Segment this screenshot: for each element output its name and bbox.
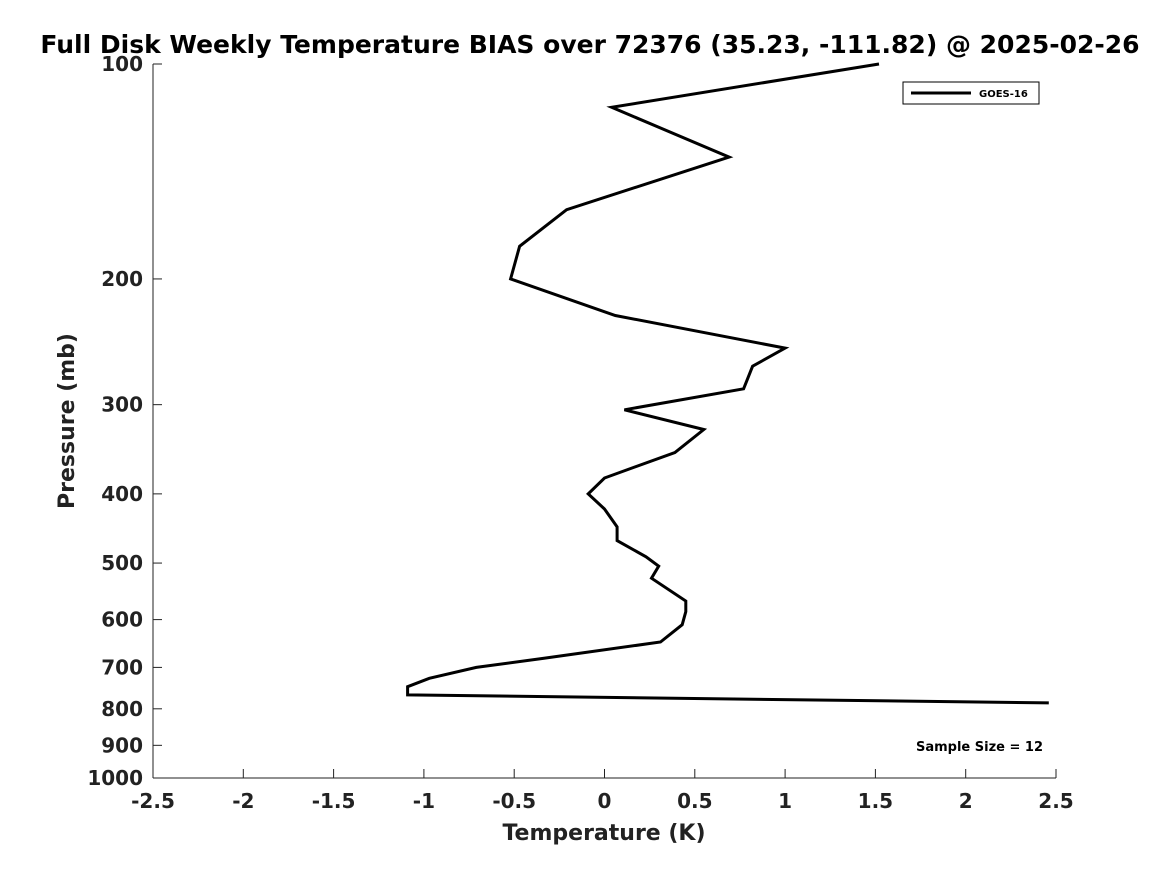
plot-area [152, 64, 1056, 779]
x-tick-label: 1.5 [858, 789, 893, 813]
x-tick-label: -2.5 [131, 789, 175, 813]
y-tick-label: 1000 [87, 766, 143, 790]
y-tick-label: 300 [101, 393, 143, 417]
x-tick-label: 0.5 [677, 789, 712, 813]
y-tick-label: 800 [101, 697, 143, 721]
x-tick-label: 1 [778, 789, 792, 813]
x-tick-label: 0 [598, 789, 612, 813]
y-tick-label: 500 [101, 551, 143, 575]
x-tick-label: -1 [413, 789, 435, 813]
y-tick-label: 200 [101, 267, 143, 291]
legend-label-goes-16: GOES-16 [979, 89, 1028, 100]
y-tick-label: 100 [101, 52, 143, 76]
sample-size-annotation: Sample Size = 12 [916, 740, 1043, 755]
series-line-goes-16 [406, 62, 1049, 705]
chart-title: Full Disk Weekly Temperature BIAS over 7… [40, 30, 1139, 59]
legend: GOES-16 [902, 81, 1040, 105]
x-tick-label: -0.5 [492, 789, 536, 813]
y-tick-label: 600 [101, 608, 143, 632]
x-axis-label: Temperature (K) [502, 821, 705, 846]
y-tick-label: 900 [101, 733, 143, 757]
y-axis-label: Pressure (mb) [55, 333, 80, 509]
series-layer [406, 62, 1049, 705]
x-tick-label: -1.5 [312, 789, 356, 813]
x-tick-label: 2.5 [1038, 789, 1073, 813]
y-axis-ticks: 100 200 300 400 500 600 700 800 900 1000 [87, 52, 162, 790]
x-tick-label: 2 [959, 789, 973, 813]
y-tick-label: 700 [101, 655, 143, 679]
x-tick-label: -2 [232, 789, 254, 813]
y-tick-label: 400 [101, 482, 143, 506]
x-axis-ticks: -2.5 -2 -1.5 -1 -0.5 0 0.5 1 1.5 2 2.5 [131, 769, 1074, 813]
